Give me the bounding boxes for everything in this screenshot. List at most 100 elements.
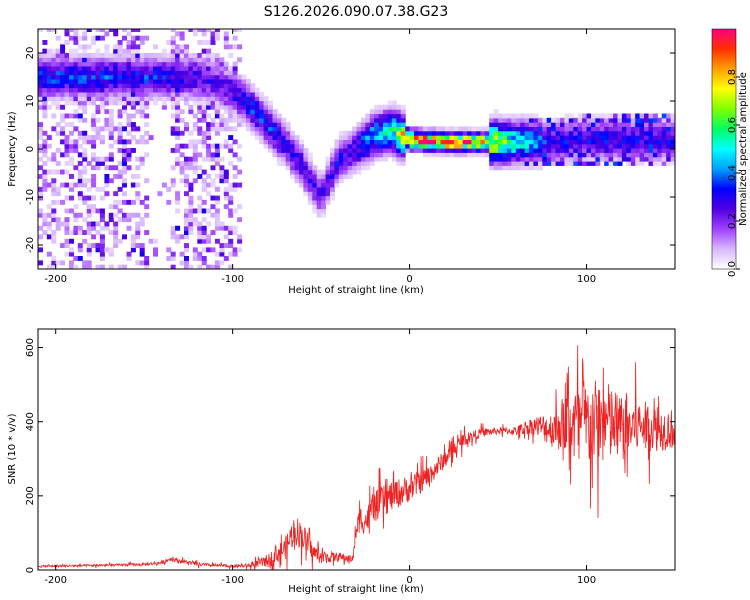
heatmap-cell (161, 87, 167, 93)
heatmap-cell (69, 208, 74, 214)
heatmap-cell (77, 53, 83, 58)
heatmap-cell (51, 66, 57, 71)
heatmap-cell (568, 156, 574, 162)
heatmap-cell (42, 169, 48, 175)
heatmap-cell (51, 126, 57, 132)
heatmap-cell (130, 29, 136, 32)
heatmap-cell (99, 225, 105, 231)
heatmap-cell (113, 96, 119, 102)
heatmap-cell (228, 109, 234, 115)
heatmap-cell (73, 126, 79, 132)
heatmap-cell (175, 74, 181, 80)
heatmap-cell (197, 195, 203, 201)
heatmap-cell (391, 126, 397, 132)
heatmap-cell (626, 135, 632, 140)
spectrogram-y-tick-label: 10 (25, 95, 36, 108)
heatmap-cell (418, 130, 424, 136)
heatmap-cell (99, 74, 105, 80)
heatmap-cell (91, 182, 97, 188)
heatmap-cell (77, 113, 83, 119)
heatmap-cell (144, 57, 150, 63)
heatmap-cell (467, 130, 473, 136)
heatmap-cell (139, 61, 145, 67)
heatmap-cell (378, 156, 384, 162)
heatmap-cell (69, 148, 74, 153)
heatmap-cell (86, 44, 92, 50)
heatmap-cell (108, 143, 114, 149)
heatmap-cell (175, 91, 181, 97)
heatmap-cell (126, 139, 132, 145)
heatmap-cell (139, 113, 145, 119)
heatmap-cell (228, 87, 234, 93)
heatmap-cell (228, 104, 234, 110)
heatmap-cell (648, 130, 654, 136)
heatmap-cell (77, 212, 83, 218)
heatmap-cell (626, 130, 632, 136)
heatmap-cell (170, 251, 176, 257)
heatmap-cell (489, 117, 495, 123)
heatmap-cell (471, 148, 477, 153)
heatmap-cell (223, 40, 229, 45)
heatmap-cell (338, 139, 344, 145)
heatmap-cell (95, 70, 101, 76)
heatmap-cell (219, 91, 225, 97)
heatmap-cell (237, 83, 243, 89)
heatmap-cell (506, 156, 512, 162)
heatmap-cell (493, 109, 499, 115)
heatmap-cell (135, 139, 141, 145)
heatmap-cell (82, 169, 88, 175)
heatmap-cell (330, 174, 335, 179)
heatmap-cell (99, 156, 105, 162)
heatmap-cell (60, 152, 66, 158)
heatmap-cell (206, 143, 212, 149)
heatmap-cell (197, 139, 203, 145)
heatmap-cell (237, 234, 243, 240)
heatmap-cell (144, 178, 150, 184)
heatmap-cell (201, 96, 207, 102)
heatmap-cell (626, 152, 632, 158)
snr-x-tick-label: -200 (44, 575, 67, 586)
heatmap-cell (657, 143, 663, 149)
heatmap-cell (378, 152, 384, 158)
heatmap-cell (334, 161, 340, 166)
heatmap-cell (64, 40, 70, 45)
heatmap-cell (440, 152, 446, 158)
heatmap-cell (130, 212, 136, 218)
heatmap-cell (467, 126, 473, 132)
heatmap-cell (560, 122, 565, 127)
heatmap-cell (502, 161, 508, 166)
heatmap-cell (383, 104, 388, 110)
heatmap-cell (188, 217, 194, 223)
heatmap-cell (467, 135, 473, 140)
heatmap-cell (502, 148, 508, 153)
heatmap-cell (400, 122, 406, 127)
heatmap-cell (184, 53, 189, 58)
heatmap-cell (374, 117, 380, 123)
heatmap-cell (360, 139, 366, 145)
heatmap-cell (82, 44, 88, 50)
heatmap-cell (175, 96, 181, 102)
heatmap-cell (635, 117, 641, 123)
heatmap-cell (117, 169, 123, 175)
heatmap-cell (179, 91, 185, 97)
heatmap-cell (644, 130, 649, 136)
heatmap-cell (458, 148, 464, 153)
heatmap-cell (130, 104, 136, 110)
heatmap-cell (175, 66, 181, 71)
heatmap-cell (223, 139, 229, 145)
heatmap-cell (108, 178, 114, 184)
heatmap-cell (46, 53, 52, 58)
heatmap-cell (445, 130, 450, 136)
heatmap-cell (537, 130, 543, 136)
heatmap-cell (170, 48, 176, 54)
heatmap-cell (458, 139, 464, 145)
heatmap-cell (232, 78, 238, 84)
heatmap-cell (378, 104, 384, 110)
heatmap-cell (161, 96, 167, 102)
heatmap-cell (64, 225, 70, 231)
spectrogram-x-tick-label: -100 (221, 274, 244, 285)
heatmap-cell (290, 143, 296, 149)
heatmap-cell (117, 44, 123, 50)
heatmap-cell (153, 247, 158, 253)
heatmap-cell (126, 70, 132, 76)
